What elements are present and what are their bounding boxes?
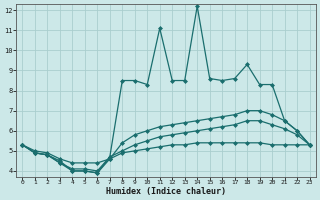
X-axis label: Humidex (Indice chaleur): Humidex (Indice chaleur) (106, 187, 226, 196)
